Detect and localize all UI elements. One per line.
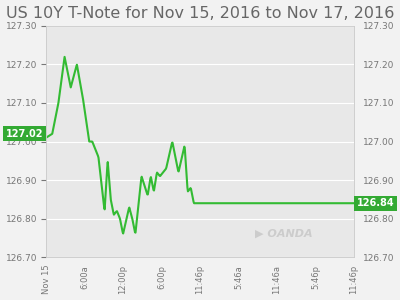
Title: US 10Y T-Note for Nov 15, 2016 to Nov 17, 2016: US 10Y T-Note for Nov 15, 2016 to Nov 17… — [6, 6, 394, 21]
Text: ▶ OANDA: ▶ OANDA — [256, 229, 313, 239]
Text: 126.84: 126.84 — [357, 198, 394, 208]
Text: 127.02: 127.02 — [6, 129, 43, 139]
